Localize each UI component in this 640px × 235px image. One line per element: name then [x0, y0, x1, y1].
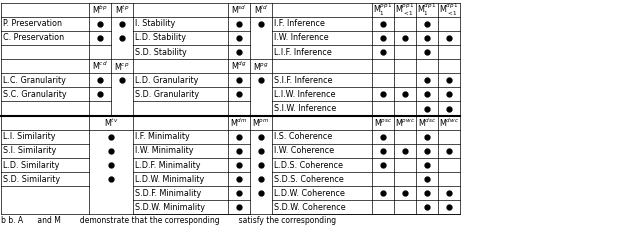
- Text: S.C. Granularity: S.C. Granularity: [3, 90, 67, 99]
- Text: M$^{dsc}$: M$^{dsc}$: [418, 116, 436, 129]
- Text: M$^{pg}$: M$^{pg}$: [253, 61, 269, 72]
- Text: I.F. Minimality: I.F. Minimality: [135, 132, 189, 141]
- Text: M$^{pm}$: M$^{pm}$: [252, 117, 270, 128]
- Text: M$^{dwc}$: M$^{dwc}$: [439, 116, 459, 129]
- Text: M$^{tp}$: M$^{tp}$: [115, 4, 129, 16]
- Text: M$^{dm}$: M$^{dm}$: [230, 116, 248, 129]
- Text: M$_{<1}^{pp1}$: M$_{<1}^{pp1}$: [396, 2, 415, 18]
- Text: L.D.S. Coherence: L.D.S. Coherence: [274, 161, 343, 169]
- Text: M$_{<1}^{dp1}$: M$_{<1}^{dp1}$: [440, 2, 459, 18]
- Text: I.S. Coherence: I.S. Coherence: [274, 132, 332, 141]
- Text: I.W. Coherence: I.W. Coherence: [274, 146, 334, 155]
- Text: L.D. Granularity: L.D. Granularity: [135, 76, 198, 85]
- Text: M$^{dg}$: M$^{dg}$: [231, 60, 247, 72]
- Text: L.I.W. Inference: L.I.W. Inference: [274, 90, 335, 99]
- Text: L.I.F. Inference: L.I.F. Inference: [274, 47, 332, 56]
- Text: S.D.W. Minimality: S.D.W. Minimality: [135, 203, 205, 212]
- Text: M$^{pwc}$: M$^{pwc}$: [395, 117, 415, 128]
- Text: M$^{psc}$: M$^{psc}$: [374, 117, 392, 128]
- Text: M$_1^{dp1}$: M$_1^{dp1}$: [417, 2, 436, 18]
- Text: M$^{ld}$: M$^{ld}$: [254, 4, 268, 16]
- Text: S.D.S. Coherence: S.D.S. Coherence: [274, 175, 344, 184]
- Text: M$^{cp}$: M$^{cp}$: [115, 61, 130, 72]
- Text: M$_1^{pp1}$: M$_1^{pp1}$: [373, 2, 392, 18]
- Text: M$^{cd}$: M$^{cd}$: [92, 60, 108, 72]
- Text: b b. A      and M        demonstrate that the corresponding        satisfy the c: b b. A and M demonstrate that the corres…: [1, 216, 336, 225]
- Text: I.W. Minimality: I.W. Minimality: [135, 146, 193, 155]
- Text: S.D.W. Coherence: S.D.W. Coherence: [274, 203, 346, 212]
- Text: L.D. Stability: L.D. Stability: [135, 33, 186, 42]
- Text: P. Preservation: P. Preservation: [3, 19, 62, 28]
- Text: L.D.W. Coherence: L.D.W. Coherence: [274, 189, 345, 198]
- Text: S.D. Similarity: S.D. Similarity: [3, 175, 60, 184]
- Text: M$^{tv}$: M$^{tv}$: [104, 116, 118, 129]
- Text: S.I. Similarity: S.I. Similarity: [3, 146, 56, 155]
- Text: L.C. Granularity: L.C. Granularity: [3, 76, 66, 85]
- Text: S.I.W. Inference: S.I.W. Inference: [274, 104, 336, 113]
- Text: I.W. Inference: I.W. Inference: [274, 33, 328, 42]
- Text: S.D. Granularity: S.D. Granularity: [135, 90, 199, 99]
- Text: L.I. Similarity: L.I. Similarity: [3, 132, 56, 141]
- Text: S.D. Stability: S.D. Stability: [135, 47, 187, 56]
- Text: L.D.F. Minimality: L.D.F. Minimality: [135, 161, 200, 169]
- Text: L.D.W. Minimality: L.D.W. Minimality: [135, 175, 204, 184]
- Text: C. Preservation: C. Preservation: [3, 33, 64, 42]
- Text: S.I.F. Inference: S.I.F. Inference: [274, 76, 333, 85]
- Text: S.D.F. Minimality: S.D.F. Minimality: [135, 189, 201, 198]
- Text: I. Stability: I. Stability: [135, 19, 175, 28]
- Text: M$^{sd}$: M$^{sd}$: [231, 4, 247, 16]
- Text: M$^{bp}$: M$^{bp}$: [92, 4, 108, 16]
- Text: L.D. Similarity: L.D. Similarity: [3, 161, 60, 169]
- Text: I.F. Inference: I.F. Inference: [274, 19, 325, 28]
